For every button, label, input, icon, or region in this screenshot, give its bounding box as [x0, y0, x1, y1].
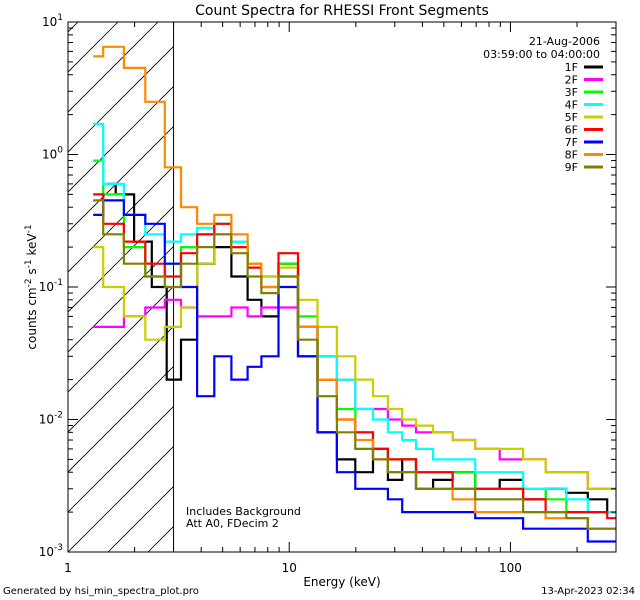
x-axis-label: Energy (keV)	[303, 575, 380, 589]
legend-label-2F: 2F	[565, 74, 578, 87]
hatch-line	[68, 22, 159, 113]
legend-label-9F: 9F	[565, 161, 578, 174]
x-tick-labels: 1 10 100	[64, 561, 522, 575]
axis-ticks	[67, 22, 617, 553]
series-1F-line	[107, 182, 616, 514]
chart-title: Count Spectra for RHESSI Front Segments	[195, 3, 489, 19]
legend-label-1F: 1F	[565, 61, 578, 74]
hatch-line	[68, 85, 174, 193]
time-range-label: 03:59:00 to 04:00:00	[483, 48, 600, 61]
y-tick-label: 100	[42, 146, 63, 162]
legend-label-4F: 4F	[565, 99, 578, 112]
x-tick-label: 1	[64, 561, 72, 575]
series-7F-line	[93, 199, 616, 543]
y-tick-label: 10-1	[39, 278, 63, 294]
hatch-line	[628, 22, 640, 552]
x-tick-label: 10	[282, 561, 297, 575]
hatch-line	[68, 445, 174, 552]
y-axis-label: counts cm-2 s-1 keV-1	[24, 224, 39, 349]
hatch-line	[68, 45, 174, 153]
legend-label-7F: 7F	[565, 136, 578, 149]
x-tick-label: 100	[499, 561, 522, 575]
legend-label-8F: 8F	[565, 149, 578, 162]
y-tick-label: 10-3	[39, 543, 63, 559]
series-5F-line	[93, 233, 616, 490]
footer-timestamp: 13-Apr-2023 02:34	[541, 586, 635, 597]
legend-label-5F: 5F	[565, 111, 578, 124]
series-9F-line	[93, 199, 616, 530]
y-tick-label: 101	[42, 13, 63, 29]
legend-label-3F: 3F	[565, 86, 578, 99]
date-label: 21-Aug-2006	[529, 35, 600, 48]
background-region-hatch	[68, 22, 640, 552]
hatch-line	[68, 205, 174, 313]
hatch-line	[68, 245, 174, 353]
legend-label-6F: 6F	[565, 124, 578, 137]
annotation-background: Includes Background	[186, 505, 301, 518]
footer-generated-by: Generated by hsi_min_spectra_plot.pro	[3, 586, 199, 597]
y-tick-labels: 101 100 10-1 10-2 10-3	[39, 13, 64, 559]
hatch-line	[68, 405, 174, 513]
y-tick-label: 10-2	[39, 411, 63, 427]
annotation-attenuator: Att A0, FDecim 2	[186, 517, 279, 530]
series-group	[93, 45, 616, 543]
hatch-line	[68, 365, 174, 473]
